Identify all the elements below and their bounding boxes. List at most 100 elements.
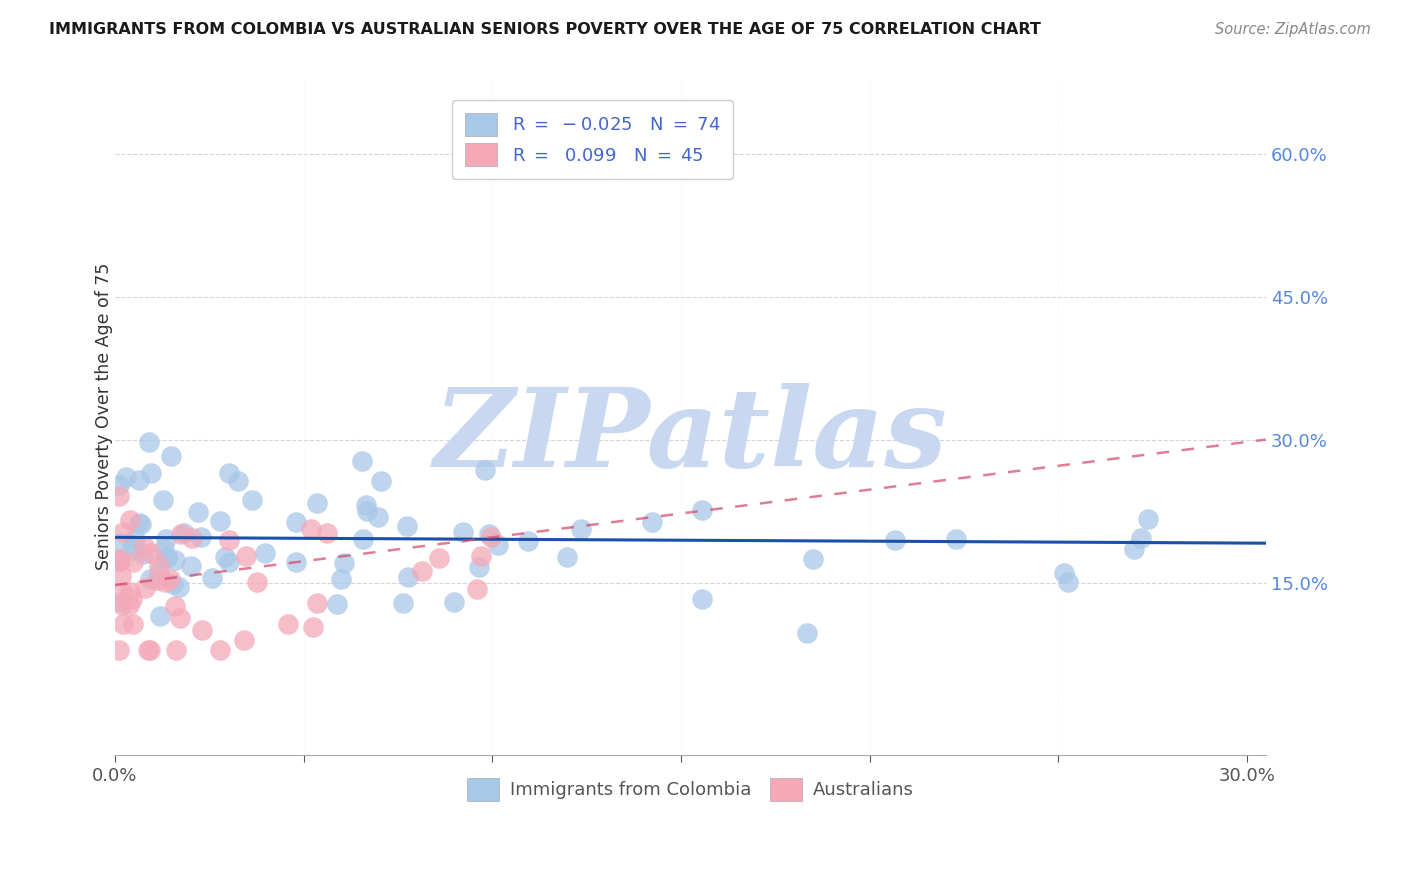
Point <box>305 596 328 610</box>
Point <box>149 609 172 624</box>
Point <box>453 524 475 539</box>
Point <box>120 514 142 528</box>
Point <box>141 546 163 560</box>
Point <box>190 531 212 545</box>
Point <box>226 474 249 488</box>
Point <box>120 585 142 599</box>
Point <box>354 498 377 512</box>
Point <box>107 643 129 657</box>
Point <box>429 550 451 565</box>
Point <box>208 514 231 528</box>
Point <box>555 549 578 564</box>
Point <box>110 569 132 583</box>
Point <box>107 554 129 568</box>
Point <box>190 623 212 637</box>
Point <box>302 620 325 634</box>
Point <box>156 550 179 565</box>
Point <box>107 489 129 503</box>
Point <box>333 556 356 570</box>
Point <box>129 517 152 532</box>
Point <box>138 643 160 657</box>
Point <box>201 571 224 585</box>
Point <box>486 537 509 551</box>
Point <box>148 558 170 573</box>
Point <box>159 572 181 586</box>
Text: Source: ZipAtlas.com: Source: ZipAtlas.com <box>1215 22 1371 37</box>
Point <box>352 533 374 547</box>
Point <box>1053 566 1076 580</box>
Point <box>478 527 501 541</box>
Point <box>187 504 209 518</box>
Point <box>128 516 150 531</box>
Point <box>118 599 141 613</box>
Point <box>392 596 415 610</box>
Point <box>315 525 337 540</box>
Point <box>1057 575 1080 590</box>
Point <box>165 643 187 657</box>
Point <box>1136 512 1159 526</box>
Point <box>330 572 353 586</box>
Point <box>246 574 269 589</box>
Point <box>443 595 465 609</box>
Point <box>122 617 145 632</box>
Point <box>569 522 592 536</box>
Point <box>396 569 419 583</box>
Point <box>690 502 713 516</box>
Point <box>801 551 824 566</box>
Point <box>152 493 174 508</box>
Point <box>138 643 160 657</box>
Point <box>470 549 492 563</box>
Point <box>110 536 132 550</box>
Point <box>285 515 308 529</box>
Point <box>134 581 156 595</box>
Point <box>138 435 160 450</box>
Point <box>411 564 433 578</box>
Point <box>356 504 378 518</box>
Point <box>240 492 263 507</box>
Point <box>124 533 146 547</box>
Point <box>132 547 155 561</box>
Point <box>1130 531 1153 545</box>
Point <box>218 466 240 480</box>
Point <box>299 522 322 536</box>
Point <box>214 549 236 564</box>
Point <box>170 526 193 541</box>
Point <box>1123 542 1146 557</box>
Point <box>111 598 134 612</box>
Point <box>396 519 419 533</box>
Point <box>326 597 349 611</box>
Point <box>305 496 328 510</box>
Point <box>285 555 308 569</box>
Point <box>479 530 502 544</box>
Point <box>517 533 540 548</box>
Point <box>180 531 202 545</box>
Point <box>107 551 129 566</box>
Point <box>148 566 170 580</box>
Point <box>370 474 392 488</box>
Point <box>180 558 202 573</box>
Point <box>156 549 179 564</box>
Point <box>110 595 132 609</box>
Text: ZIPatlas: ZIPatlas <box>433 383 948 491</box>
Point <box>163 552 186 566</box>
Point <box>277 616 299 631</box>
Point <box>883 533 905 547</box>
Point <box>155 575 177 590</box>
Point <box>208 643 231 657</box>
Point <box>218 555 240 569</box>
Point <box>367 510 389 524</box>
Point <box>146 573 169 587</box>
Point <box>218 533 240 547</box>
Point <box>111 525 134 540</box>
Point <box>153 541 176 556</box>
Point <box>233 632 256 647</box>
Point <box>173 526 195 541</box>
Point <box>114 470 136 484</box>
Point <box>121 538 143 552</box>
Point <box>141 466 163 480</box>
Point <box>108 554 131 568</box>
Text: IMMIGRANTS FROM COLOMBIA VS AUSTRALIAN SENIORS POVERTY OVER THE AGE OF 75 CORREL: IMMIGRANTS FROM COLOMBIA VS AUSTRALIAN S… <box>49 22 1040 37</box>
Point <box>132 539 155 553</box>
Point <box>107 478 129 492</box>
Point <box>121 591 143 606</box>
